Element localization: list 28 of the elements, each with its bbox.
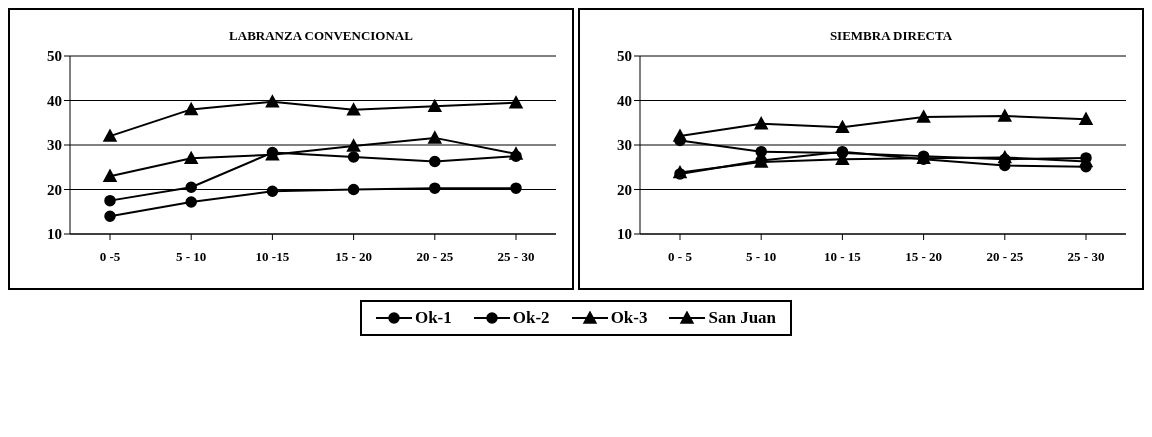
x-tick-label: 0 - 5 — [668, 249, 693, 265]
x-tick-label: 10 -15 — [255, 249, 290, 265]
x-tick-label: 5 - 10 — [746, 249, 777, 265]
legend-label: Ok-2 — [511, 308, 550, 328]
y-tick-label: 30 — [47, 137, 62, 154]
x-tick-label: 15 - 20 — [905, 249, 943, 265]
y-tick-label: 40 — [47, 92, 62, 109]
y-tick-label: 50 — [617, 48, 632, 65]
y-tick-label: 20 — [47, 181, 62, 198]
x-tick-label: 10 - 15 — [823, 249, 862, 265]
x-tick-label: 20 - 25 — [416, 249, 454, 265]
x-tick-label: 15 - 20 — [335, 249, 373, 265]
x-tick-label: 0 -5 — [99, 249, 121, 265]
x-tick-label: 20 - 25 — [986, 249, 1024, 265]
legend-label: Ok-1 — [413, 308, 452, 328]
legend-label: San Juan — [707, 308, 777, 328]
y-tick-label: 10 — [47, 226, 62, 243]
y-tick-label: 30 — [617, 137, 632, 154]
chart-title: LABRANZA CONVENCIONAL — [228, 28, 414, 44]
y-tick-label: 40 — [617, 92, 632, 109]
y-tick-label: 10 — [617, 226, 632, 243]
x-tick-label: 25 - 30 — [1067, 249, 1105, 265]
x-tick-label: 25 - 30 — [497, 249, 535, 265]
legend-label: Ok-3 — [609, 308, 648, 328]
chart-title: SIEMBRA DIRECTA — [828, 28, 954, 44]
y-tick-label: 50 — [47, 48, 62, 65]
y-tick-label: 20 — [617, 181, 632, 198]
x-tick-label: 5 - 10 — [176, 249, 207, 265]
